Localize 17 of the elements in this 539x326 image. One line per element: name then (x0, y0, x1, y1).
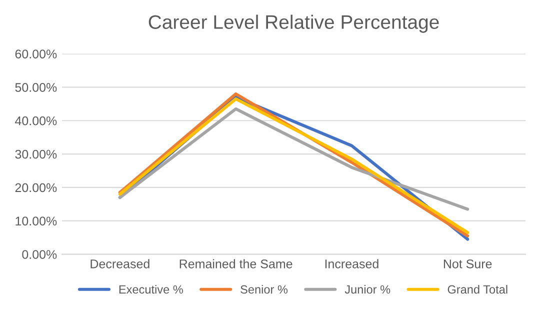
legend-label: Senior % (240, 284, 288, 294)
legend-label: Junior % (344, 284, 390, 294)
y-tick-label: 20.00% (15, 183, 57, 192)
x-tick-label: Increased (325, 259, 378, 268)
legend-label: Executive % (119, 284, 183, 294)
line-series (118, 107, 470, 211)
y-tick-label: 50.00% (15, 83, 57, 92)
legend-label: Grand Total (448, 284, 508, 294)
x-tick-label: Remained the Same (180, 259, 292, 268)
y-tick-label: 10.00% (16, 216, 57, 226)
y-tick-label: 60.00% (15, 50, 57, 58)
x-tick-label: Decreased (90, 259, 150, 268)
x-tick-label: Not Sure (444, 259, 492, 268)
y-tick-label: 30.00% (15, 150, 57, 159)
y-tick-label: 0.00% (22, 250, 57, 259)
chart-title: Career Level Relative Percentage (148, 14, 439, 33)
y-tick-label: 40.00% (15, 116, 57, 126)
